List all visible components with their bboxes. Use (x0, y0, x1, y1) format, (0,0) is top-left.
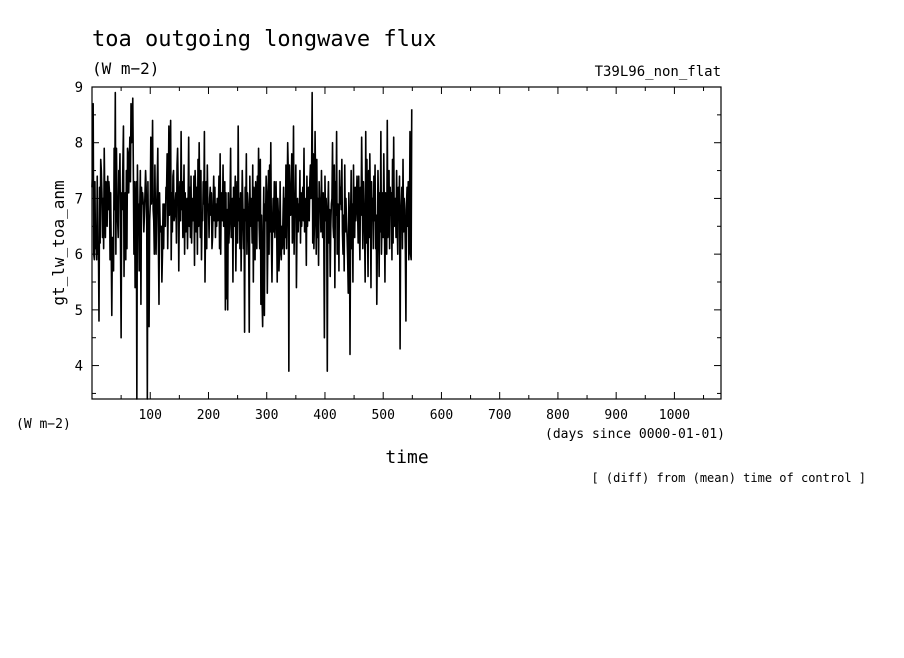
x-tick-label: 600 (430, 408, 453, 423)
control-note: [ (diff) from (mean) time of control ] (591, 471, 866, 485)
y-axis-label: gt_lw_toa_anm (49, 180, 68, 305)
y-unit-label: (W m−2) (16, 417, 71, 432)
x-tick-label: 200 (197, 408, 220, 423)
plot-frame (91, 86, 722, 400)
y-tick-label: 5 (75, 303, 83, 319)
series-layer (91, 91, 413, 400)
chart-title: toa outgoing longwave flux (92, 27, 436, 52)
y-tick-label: 9 (75, 80, 83, 96)
x-axis-label: time (385, 447, 428, 468)
x-tick-label: 800 (546, 408, 569, 423)
x-tick-label: 100 (138, 408, 161, 423)
y-axis: 4 5 6 7 8 9 (75, 80, 721, 394)
chart-subtitle: (W m−2) (92, 59, 159, 78)
x-tick-label: 400 (313, 408, 336, 423)
x-axis: 100 200 300 400 500 600 700 800 900 1000 (120, 87, 705, 423)
x-tick-label: 1000 (659, 408, 690, 423)
x-tick-label: 700 (488, 408, 511, 423)
y-tick-label: 6 (75, 247, 83, 263)
x-unit-label: (days since 0000-01-01) (545, 427, 725, 442)
y-tick-label: 4 (75, 359, 83, 375)
y-tick-label: 7 (75, 191, 83, 207)
x-tick-label: 500 (371, 408, 394, 423)
x-tick-label: 300 (255, 408, 278, 423)
x-tick-label: 900 (604, 408, 627, 423)
plot-area: 100 200 300 400 500 600 700 800 900 1000 4 5 6 7 8 9 (75, 80, 722, 423)
series-line-0 (91, 91, 413, 400)
experiment-label: T39L96_non_flat (595, 64, 721, 80)
y-tick-label: 8 (75, 136, 83, 152)
